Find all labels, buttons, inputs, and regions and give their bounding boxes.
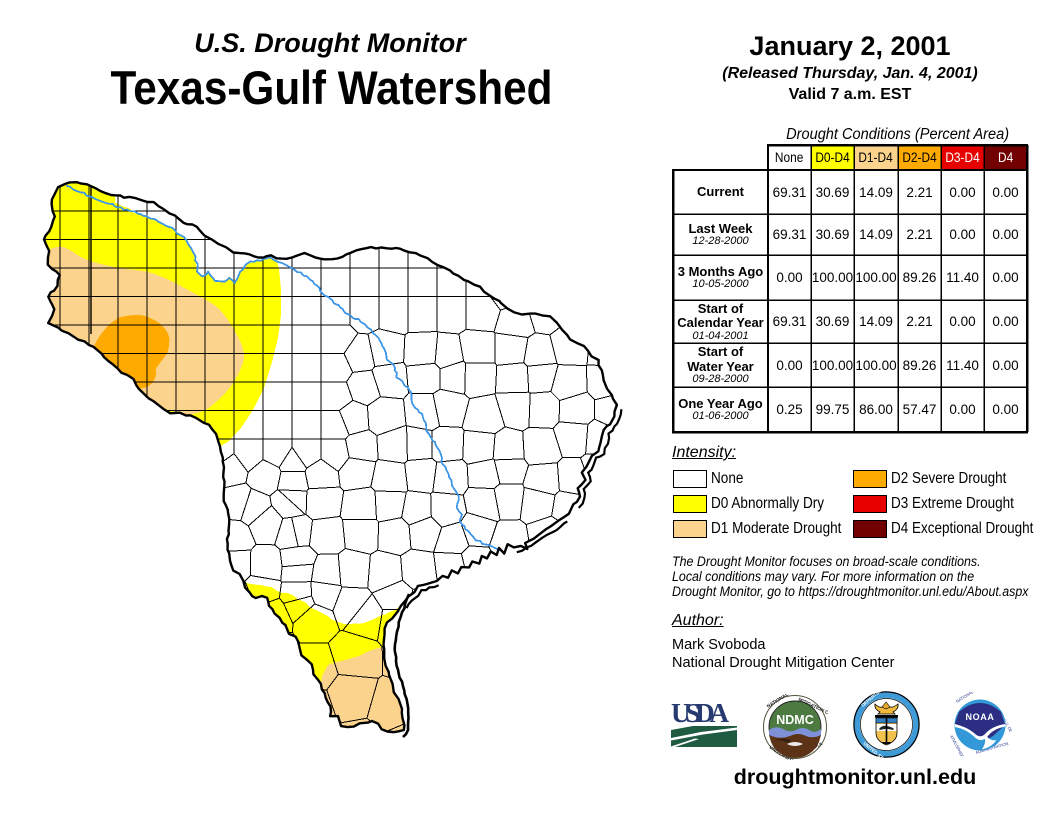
svg-text:NOAA: NOAA bbox=[966, 712, 995, 722]
svg-text:U.S. DE: U.S. DE bbox=[1002, 718, 1012, 733]
svg-text:NDMC: NDMC bbox=[776, 713, 814, 727]
svg-text:USDA: USDA bbox=[671, 702, 730, 728]
